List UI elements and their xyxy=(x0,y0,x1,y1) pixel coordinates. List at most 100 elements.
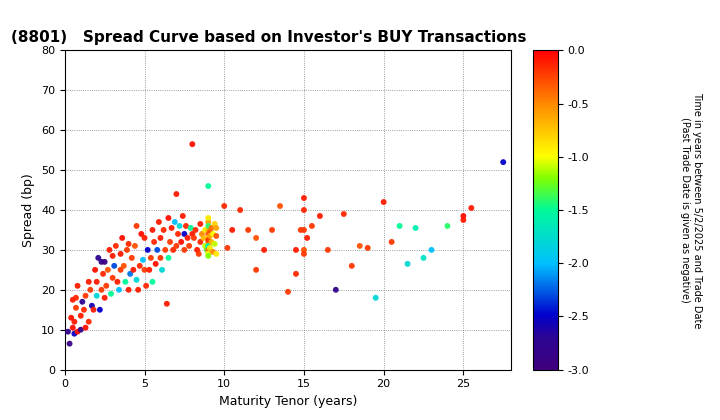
Point xyxy=(127,266,139,273)
Point xyxy=(102,266,114,273)
Point xyxy=(76,298,88,305)
Point xyxy=(121,247,132,253)
Point xyxy=(131,223,143,229)
Point xyxy=(151,247,163,253)
Point xyxy=(210,233,222,239)
Point xyxy=(131,276,143,283)
Point xyxy=(161,300,173,307)
Point xyxy=(150,260,161,267)
Point xyxy=(202,234,214,241)
Point xyxy=(117,234,128,241)
Y-axis label: Spread (bp): Spread (bp) xyxy=(22,173,35,247)
Point xyxy=(147,278,158,285)
Point xyxy=(290,270,302,277)
Point xyxy=(207,231,219,237)
Point xyxy=(410,225,421,231)
Point xyxy=(251,234,262,241)
Point xyxy=(378,199,390,205)
Point xyxy=(75,326,86,333)
Point xyxy=(177,213,189,219)
Point xyxy=(155,255,166,261)
Point xyxy=(274,202,286,209)
Point xyxy=(148,239,160,245)
Point xyxy=(222,244,233,251)
Point xyxy=(80,324,91,331)
Point xyxy=(139,266,150,273)
Point xyxy=(196,231,207,237)
Point xyxy=(104,247,115,253)
Point xyxy=(143,266,155,273)
Point xyxy=(68,318,80,325)
Point xyxy=(110,242,122,249)
Point xyxy=(202,183,214,189)
Point xyxy=(64,340,76,347)
Point xyxy=(194,220,206,227)
Point xyxy=(112,278,123,285)
Point xyxy=(155,234,166,241)
Point xyxy=(314,213,325,219)
Point xyxy=(362,244,374,251)
Point xyxy=(199,242,211,249)
Point xyxy=(202,239,214,245)
Point xyxy=(72,328,84,335)
Point xyxy=(243,226,254,233)
Point xyxy=(188,234,199,241)
Point xyxy=(209,241,220,247)
Point xyxy=(186,231,198,237)
Point xyxy=(386,239,397,245)
Point xyxy=(156,266,168,273)
Point xyxy=(322,247,333,253)
Point xyxy=(71,304,81,311)
Point xyxy=(202,226,214,233)
Point xyxy=(418,255,429,261)
Point xyxy=(202,218,214,225)
Point xyxy=(129,242,140,249)
Point xyxy=(123,286,135,293)
Point xyxy=(202,215,214,221)
Point xyxy=(330,286,341,293)
Point xyxy=(174,223,185,229)
Point xyxy=(198,234,210,241)
Point xyxy=(147,226,158,233)
Point xyxy=(193,250,204,257)
Point xyxy=(226,226,238,233)
Point xyxy=(142,247,153,253)
Point xyxy=(88,307,99,313)
Point xyxy=(109,262,120,269)
Point xyxy=(91,292,102,299)
Point xyxy=(402,260,413,267)
Point xyxy=(99,294,110,301)
Point xyxy=(206,225,217,231)
Point xyxy=(163,255,174,261)
Text: Time in years between 5/2/2025 and Trade Date
(Past Trade Date is given as negat: Time in years between 5/2/2025 and Trade… xyxy=(680,92,702,328)
Point xyxy=(282,289,294,295)
Point xyxy=(71,294,81,301)
Point xyxy=(266,226,278,233)
Point xyxy=(210,225,222,231)
Point xyxy=(159,247,171,253)
Point xyxy=(139,234,150,241)
Point xyxy=(67,297,78,303)
Point xyxy=(202,242,214,249)
Point xyxy=(92,255,104,261)
Point xyxy=(68,330,80,337)
Point xyxy=(180,223,192,229)
Point xyxy=(78,307,90,313)
Point xyxy=(126,255,138,261)
Point xyxy=(163,215,174,221)
Point xyxy=(75,312,86,319)
Point xyxy=(458,213,469,219)
Point xyxy=(298,207,310,213)
Point xyxy=(83,318,94,325)
Point xyxy=(186,141,198,147)
Point xyxy=(185,225,197,231)
Point xyxy=(306,223,318,229)
Point xyxy=(202,250,214,257)
Point xyxy=(181,234,193,241)
Point xyxy=(89,266,101,273)
Point xyxy=(118,262,130,269)
Text: (8801)   Spread Curve based on Investor's BUY Transactions: (8801) Spread Curve based on Investor's … xyxy=(12,30,527,45)
Point xyxy=(96,286,107,293)
Point xyxy=(179,247,190,253)
Point xyxy=(209,220,220,227)
